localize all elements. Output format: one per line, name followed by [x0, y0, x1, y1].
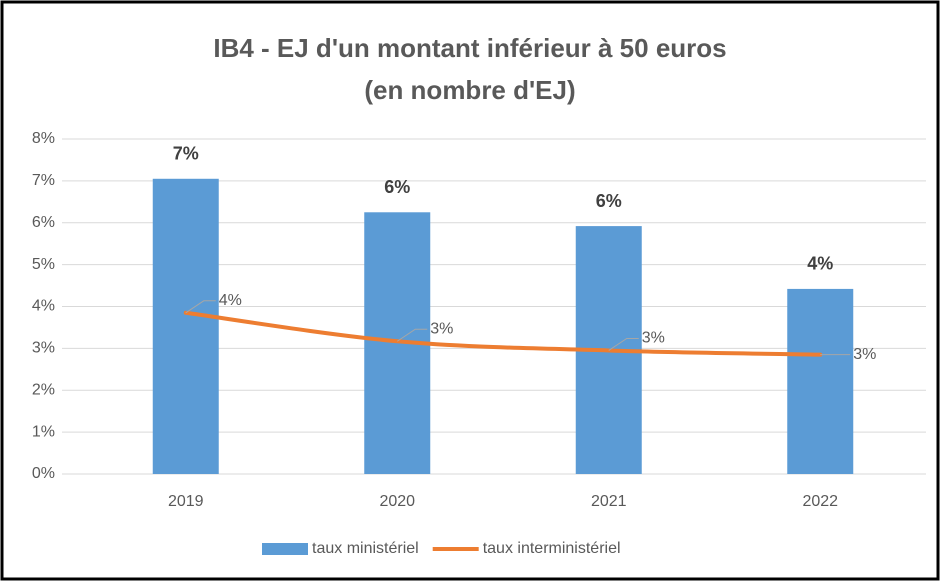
chart-title: IB4 - EJ d'un montant inférieur à 50 eur…: [213, 33, 726, 63]
y-tick-label: 8%: [32, 130, 55, 147]
x-tick-label: 2019: [168, 493, 204, 510]
y-tick-label: 7%: [32, 172, 55, 189]
y-tick-label: 0%: [32, 465, 55, 482]
y-tick-label: 3%: [32, 340, 55, 357]
y-tick-label: 1%: [32, 423, 55, 440]
x-tick-label: 2022: [802, 493, 838, 510]
y-tick-label: 5%: [32, 256, 55, 273]
x-tick-label: 2021: [591, 493, 627, 510]
bar: [787, 288, 854, 474]
line-value-label: 4%: [219, 292, 242, 309]
leader-line: [396, 328, 428, 342]
leader-line: [608, 337, 639, 351]
bar-value-label: 6%: [596, 191, 622, 211]
line: [183, 310, 823, 357]
bar-value-label: 4%: [807, 254, 833, 274]
bar-value-label: 7%: [173, 144, 199, 164]
y-tick-label: 2%: [32, 381, 55, 398]
y-tick-label: 4%: [32, 298, 55, 315]
chart-title: (en nombre d'EJ): [364, 75, 575, 105]
legend-swatch: [262, 543, 308, 555]
x-tick-label: 2020: [379, 493, 415, 510]
bar: [152, 178, 219, 474]
legend-label: taux interministériel: [483, 540, 621, 557]
leader-line: [185, 300, 216, 314]
y-tick-label: 6%: [32, 214, 55, 231]
bar-value-label: 6%: [384, 177, 410, 197]
line-value-label: 3%: [642, 330, 665, 347]
line-value-label: 3%: [430, 320, 453, 337]
line-value-label: 3%: [853, 346, 876, 363]
legend-label: taux ministériel: [312, 540, 419, 557]
